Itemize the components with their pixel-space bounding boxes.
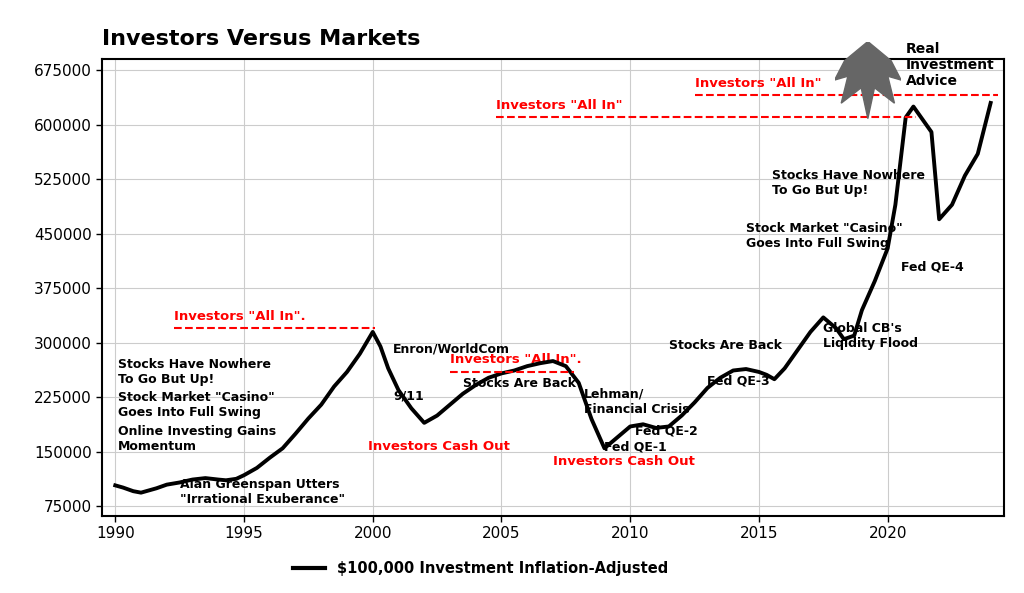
Text: Fed QE-2: Fed QE-2	[635, 425, 698, 438]
Text: Investors Cash Out: Investors Cash Out	[553, 455, 695, 468]
Text: 9/11: 9/11	[393, 390, 424, 403]
Text: Investors "All In": Investors "All In"	[497, 100, 623, 113]
Text: Global CB's
Liqidity Flood: Global CB's Liqidity Flood	[823, 322, 919, 350]
Text: Stocks Are Back: Stocks Are Back	[669, 339, 781, 352]
Legend: $100,000 Investment Inflation-Adjusted: $100,000 Investment Inflation-Adjusted	[288, 555, 674, 582]
Text: Fed QE-4: Fed QE-4	[900, 261, 964, 274]
Text: Fed QE-1: Fed QE-1	[604, 441, 668, 454]
Text: Enron/WorldCom: Enron/WorldCom	[393, 343, 510, 356]
Text: Alan Greenspan Utters
"Irrational Exuberance": Alan Greenspan Utters "Irrational Exuber…	[179, 479, 345, 506]
Text: Real
Investment
Advice: Real Investment Advice	[906, 42, 995, 88]
Text: Investors "All In".: Investors "All In".	[174, 310, 306, 323]
Text: Investors Versus Markets: Investors Versus Markets	[102, 30, 421, 49]
Text: Stock Market "Casino"
Goes Into Full Swing: Stock Market "Casino" Goes Into Full Swi…	[746, 222, 903, 250]
Polygon shape	[835, 42, 901, 119]
Text: Investors "All In": Investors "All In"	[694, 77, 821, 90]
Text: Stocks Have Nowhere
To Go But Up!: Stocks Have Nowhere To Go But Up!	[118, 359, 270, 387]
Text: Lehman/
Financial Crisis: Lehman/ Financial Crisis	[584, 388, 689, 416]
Text: Stock Market "Casino"
Goes Into Full Swing: Stock Market "Casino" Goes Into Full Swi…	[118, 391, 274, 419]
Text: Online Investing Gains
Momentum: Online Investing Gains Momentum	[118, 425, 276, 454]
Text: Fed QE-3: Fed QE-3	[708, 375, 770, 388]
Text: Investors "All In".: Investors "All In".	[450, 353, 582, 366]
Text: Stocks Have Nowhere
To Go But Up!: Stocks Have Nowhere To Go But Up!	[772, 170, 925, 197]
Text: Stocks Are Back: Stocks Are Back	[463, 377, 575, 390]
Text: Investors Cash Out: Investors Cash Out	[368, 441, 510, 454]
